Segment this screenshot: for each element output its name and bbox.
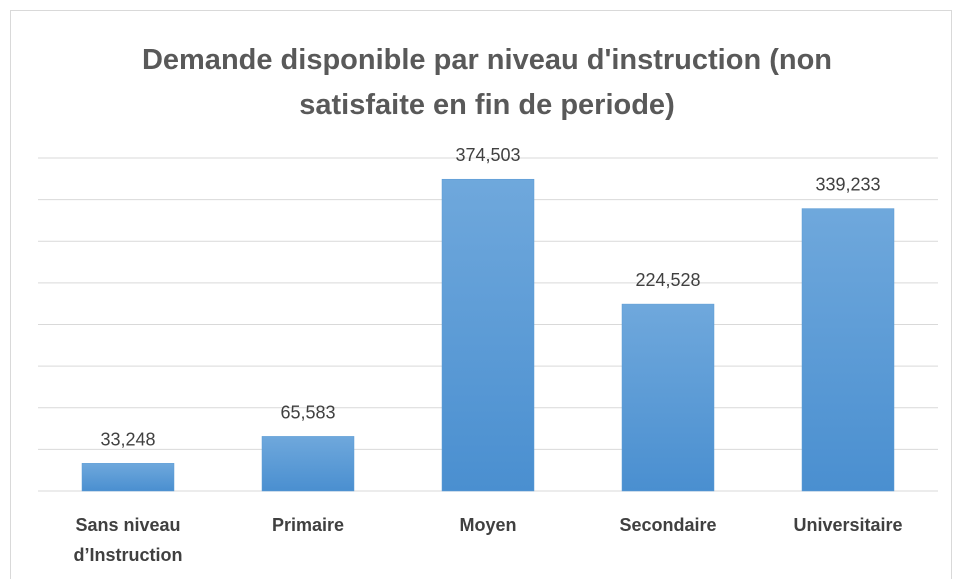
bar [621, 303, 715, 492]
data-label: 374,503 [455, 145, 520, 165]
x-tick-label: Sans niveau d’Instruction [73, 515, 183, 565]
x-tick-label: Universitaire [793, 515, 903, 535]
data-label: 65,583 [280, 402, 335, 422]
bar [261, 436, 355, 492]
chart-title: Demande disponible par niveau d'instruct… [141, 44, 833, 121]
bar [441, 178, 535, 492]
x-tick-label: Moyen [459, 515, 517, 535]
bar [801, 208, 895, 492]
x-tick-label: Primaire [271, 515, 345, 535]
chart-frame [10, 10, 952, 579]
data-label: 33,248 [100, 429, 155, 449]
data-label: 339,233 [815, 175, 880, 195]
x-tick-label: Secondaire [619, 515, 717, 535]
bar [81, 463, 175, 492]
data-label: 224,528 [635, 270, 700, 290]
